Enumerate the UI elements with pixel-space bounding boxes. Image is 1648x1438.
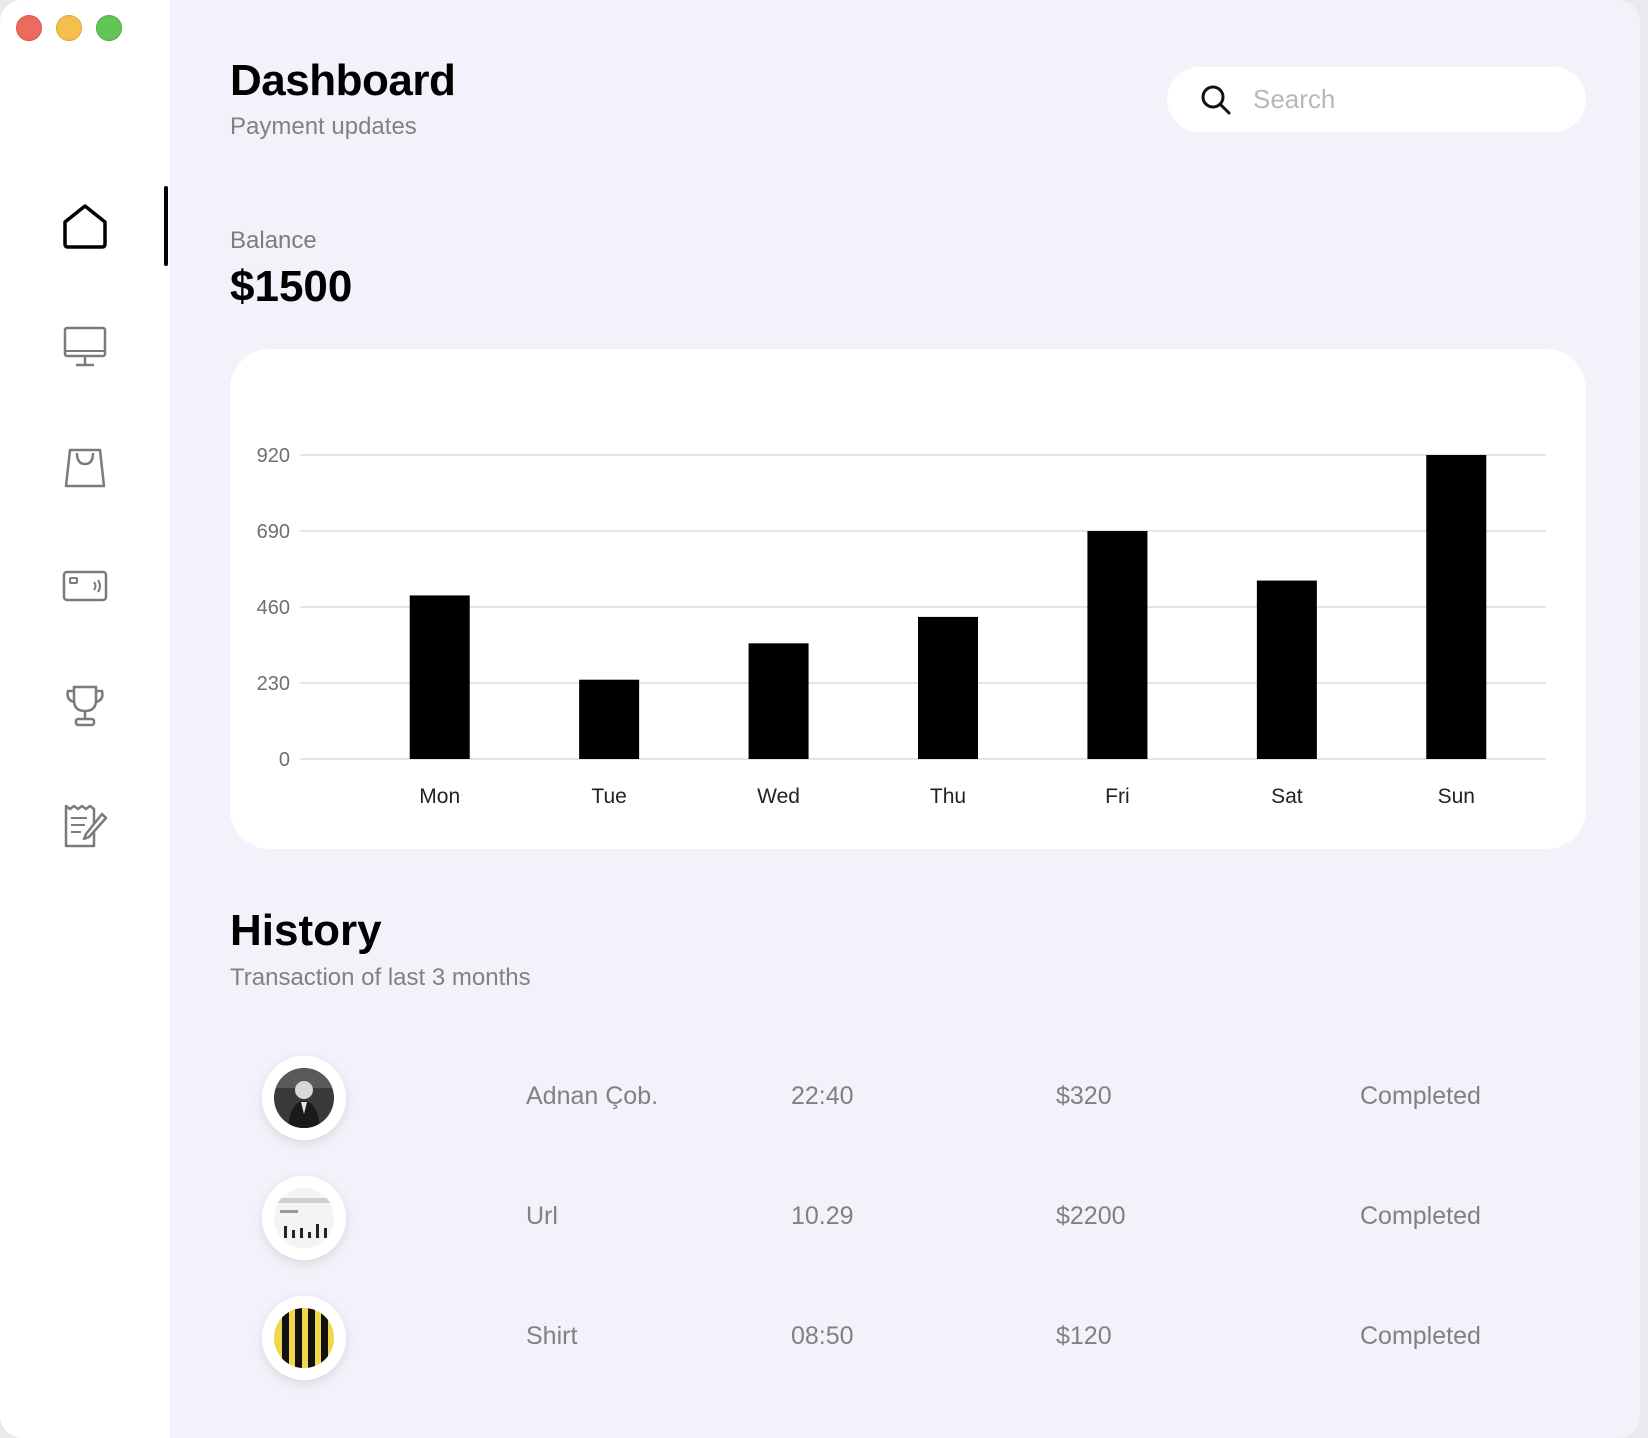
search-input[interactable] (1251, 83, 1575, 116)
transaction-time: 10.29 (791, 1202, 854, 1230)
sidebar-item-notes[interactable] (48, 789, 122, 863)
close-window-button[interactable] (16, 15, 42, 41)
chart-thumbnail-icon (274, 1188, 334, 1248)
minimize-window-button[interactable] (56, 15, 82, 41)
page-subtitle: Payment updates (230, 113, 417, 140)
history-title: History (230, 906, 382, 955)
zoom-window-button[interactable] (96, 15, 122, 41)
search-icon (1199, 83, 1233, 117)
balance-value: $1500 (230, 262, 353, 311)
transaction-time: 22:40 (791, 1082, 854, 1110)
avatar (262, 1056, 346, 1140)
transaction-amount: $120 (1056, 1322, 1112, 1350)
transaction-name: Url (526, 1202, 558, 1230)
x-category-label: Wed (757, 785, 800, 808)
bar-wed[interactable] (748, 643, 809, 759)
x-category-label: Mon (419, 785, 460, 808)
y-tick-label: 0 (279, 749, 290, 771)
x-category-label: Sun (1438, 785, 1475, 808)
shopping-bag-icon (64, 448, 106, 488)
bar-mon[interactable] (409, 595, 470, 759)
x-category-label: Sat (1271, 785, 1303, 808)
transaction-row[interactable]: Shirt 08:50 $120 Completed (262, 1296, 1602, 1382)
bar-chart: 0 230 460 690 920 Mon Tue Wed Thu Fri Sat Sun (257, 445, 1546, 808)
monitor-icon (63, 326, 107, 367)
active-nav-indicator (164, 186, 168, 266)
x-category-label: Fri (1105, 785, 1130, 808)
striped-shirt-icon (274, 1308, 334, 1368)
bar-fri[interactable] (1087, 531, 1148, 759)
transaction-row[interactable]: Url 10.29 $2200 Completed (262, 1176, 1602, 1262)
sidebar (0, 0, 170, 1438)
transaction-amount: $320 (1056, 1082, 1112, 1110)
card-icon (62, 570, 108, 602)
transaction-name: Adnan Çob. (526, 1082, 659, 1110)
notes-icon (64, 804, 108, 848)
avatar (262, 1296, 346, 1380)
y-tick-label: 690 (257, 521, 290, 543)
y-tick-label: 920 (257, 445, 290, 467)
sidebar-item-cards[interactable] (48, 549, 122, 623)
person-photo-icon (274, 1068, 334, 1128)
y-tick-label: 230 (257, 673, 290, 695)
x-category-label: Tue (591, 785, 626, 808)
balance-label: Balance (230, 227, 317, 254)
history-subtitle: Transaction of last 3 months (230, 964, 531, 991)
bar-sat[interactable] (1256, 580, 1317, 759)
bar-thu[interactable] (918, 616, 978, 759)
sidebar-item-home[interactable] (48, 189, 122, 263)
bar-tue[interactable] (579, 679, 640, 759)
search-bar[interactable] (1167, 67, 1586, 132)
home-icon (63, 204, 107, 249)
transaction-status: Completed (1360, 1322, 1481, 1350)
avatar (262, 1176, 346, 1260)
transaction-status: Completed (1360, 1082, 1481, 1110)
transaction-amount: $2200 (1056, 1202, 1126, 1230)
transaction-row[interactable]: Adnan Çob. 22:40 $320 Completed (262, 1056, 1602, 1142)
weekly-chart-card: 0 230 460 690 920 Mon Tue Wed Thu Fri Sat Sun (230, 349, 1586, 849)
bar-sun[interactable] (1426, 455, 1487, 759)
transaction-name: Shirt (526, 1322, 578, 1350)
x-category-label: Thu (930, 785, 966, 808)
trophy-icon (66, 685, 104, 727)
page-title: Dashboard (230, 56, 456, 105)
sidebar-item-monitor[interactable] (48, 309, 122, 383)
sidebar-item-shop[interactable] (48, 429, 122, 503)
transaction-time: 08:50 (791, 1322, 854, 1350)
transaction-status: Completed (1360, 1202, 1481, 1230)
sidebar-item-awards[interactable] (48, 669, 122, 743)
y-tick-label: 460 (257, 597, 290, 619)
